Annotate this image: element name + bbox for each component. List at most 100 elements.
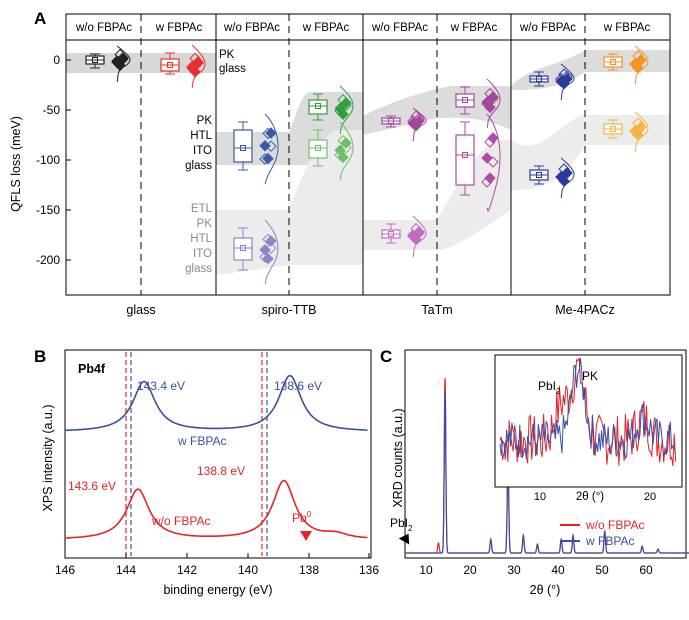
header-wo-tatm: w/o FBPAc	[371, 22, 428, 34]
box-spiro-w-etl-point	[340, 137, 352, 149]
box-spiro-wo-etl-point	[262, 252, 274, 265]
box-spiro-wo-pk-point	[262, 152, 274, 165]
panel-c: C XRD counts (a.u.) PbI2 w/o FBPAc w FBP…	[380, 347, 689, 597]
header-w-me: w FBPAc	[603, 22, 651, 34]
panel-b-letter: B	[34, 347, 46, 366]
grey-bands	[66, 50, 670, 275]
band-hole	[216, 50, 670, 165]
b-xtick-146: 146	[55, 563, 75, 577]
box-spiro-wo-pk-density	[264, 113, 279, 185]
box-tatm-w-pk-mean	[462, 97, 468, 103]
legend-wo-label: w/o FBPAc	[585, 518, 644, 532]
curve-label-wo: w/o FBPAc	[151, 514, 210, 528]
xps-curve-w-fbpac	[65, 374, 368, 432]
box-tatm-wo-pk-density	[412, 107, 427, 142]
inset-curve-w	[499, 357, 677, 460]
box-spiro-w-pk-box	[308, 99, 328, 115]
y-tick-50: -50	[43, 103, 61, 117]
header-w-spiro: w FBPAc	[302, 22, 350, 34]
box-tatm-w-pk-density	[486, 78, 501, 129]
box-spiro-w-pk-point	[340, 97, 352, 109]
group-label-tatm: TaTm	[421, 303, 452, 317]
pb0-label: Pb0	[292, 510, 312, 525]
label-w-138-6: 138.6 eV	[274, 379, 322, 393]
box-tatm-w-pk-point	[481, 96, 493, 108]
curve-label-w: w FBPAc	[177, 434, 226, 448]
box-glass-w-mean	[167, 62, 173, 68]
panel-a-letter: A	[34, 9, 46, 28]
box-spiro-wo-etl-mean	[240, 245, 246, 251]
box-tatm-w-etl-density	[486, 113, 501, 212]
c-xtick-10: 10	[419, 563, 433, 577]
box-spiro-wo-pk	[233, 113, 279, 185]
box-glass-wo-mean	[92, 57, 98, 63]
box-me-wo-etl-density	[560, 157, 575, 199]
legend-w-label: w FBPAc	[585, 534, 634, 548]
box-me-wo-etl	[529, 157, 575, 199]
header-w-glass: w FBPAc	[155, 22, 203, 34]
stack-full-glass: glass	[185, 263, 212, 275]
box-spiro-wo-etl-box	[233, 237, 253, 261]
b-xtick-138: 138	[299, 563, 319, 577]
box-spiro-w-etl-density	[339, 121, 354, 181]
box-spiro-w-pk-mean	[315, 103, 321, 109]
c-xtick-50: 50	[595, 563, 609, 577]
box-glass-wo-density	[116, 45, 131, 83]
xps-curve-wo-fbpac	[65, 479, 368, 539]
xrd-curve-w-fbpac	[405, 390, 689, 554]
panel-c-letter: C	[380, 347, 392, 366]
box-glass-wo	[85, 45, 131, 83]
band-full	[216, 115, 670, 275]
box-glass-w	[160, 44, 206, 89]
box-me-w-pk-point	[635, 54, 647, 66]
label-w-143-4: 143.4 eV	[137, 379, 185, 393]
panel-a-frame	[65, 39, 671, 296]
box-tatm-w-pk-point	[487, 91, 499, 103]
box-spiro-wo-pk-point	[265, 127, 277, 139]
y-tick-100: -100	[36, 153, 60, 167]
group-label-glass: glass	[126, 303, 155, 317]
box-tatm-wo-pk	[381, 107, 427, 142]
box-me-wo-pk-point	[561, 73, 573, 85]
label-wo-143-6: 143.6 eV	[68, 479, 116, 493]
pbi2-label: PbI2	[390, 516, 413, 533]
box-me-wo-pk-mean	[536, 76, 542, 82]
box-me-wo-etl-point	[561, 167, 573, 179]
panel-a: A QFLS loss (meV) w/o FBPAc w FBPAc w/o …	[9, 9, 671, 317]
stack-spiro-pk: PK	[197, 115, 213, 127]
pbi2-arrow	[398, 533, 410, 545]
box-tatm-wo-etl-density	[412, 215, 427, 258]
stack-glass-pk: PK	[219, 49, 235, 61]
box-me-w-etl-mean	[610, 126, 616, 132]
c-xtick-20: 20	[463, 563, 477, 577]
box-tatm-w-etl-point	[481, 152, 493, 164]
inset-xtick-10: 10	[534, 491, 546, 503]
box-me-wo-pk-density	[560, 63, 575, 101]
box-spiro-w-etl-box	[308, 139, 328, 159]
stack-spiro-ito: ITO	[193, 145, 212, 157]
xrd-inset: PK PbI2 10 20 2θ (°)	[494, 354, 683, 503]
panel-b-frame	[64, 349, 372, 559]
stack-spiro-glass: glass	[185, 160, 212, 172]
box-spiro-wo-etl-density	[264, 219, 279, 285]
box-tatm-w-pk	[455, 78, 501, 129]
stack-glass-glass: glass	[219, 63, 246, 75]
y-tick-200: -200	[36, 253, 60, 267]
box-spiro-wo-pk-mean	[240, 145, 246, 151]
box-spiro-wo-pk-point	[259, 140, 271, 152]
box-spiro-wo-etl-point	[265, 235, 277, 247]
group-label-me: Me-4PACz	[555, 303, 615, 317]
pb4f-tag: Pb4f	[78, 362, 106, 376]
panel-b: B XPS intensity (a.u.) Pb4f 143.4 eV 138…	[34, 347, 379, 597]
c-xtick-40: 40	[551, 563, 565, 577]
box-plots	[85, 44, 649, 285]
box-spiro-w-pk	[308, 85, 354, 135]
label-wo-138-8: 138.8 eV	[197, 464, 245, 478]
box-me-w-pk-mean	[610, 59, 616, 65]
panel-c-xlabel: 2θ (°)	[530, 583, 561, 597]
panel-b-xlabel: binding energy (eV)	[163, 583, 272, 597]
header-wo-glass: w/o FBPAc	[75, 22, 132, 34]
stack-full-ito: ITO	[193, 248, 212, 260]
inset-pbi2-label: PbI2	[538, 379, 561, 396]
